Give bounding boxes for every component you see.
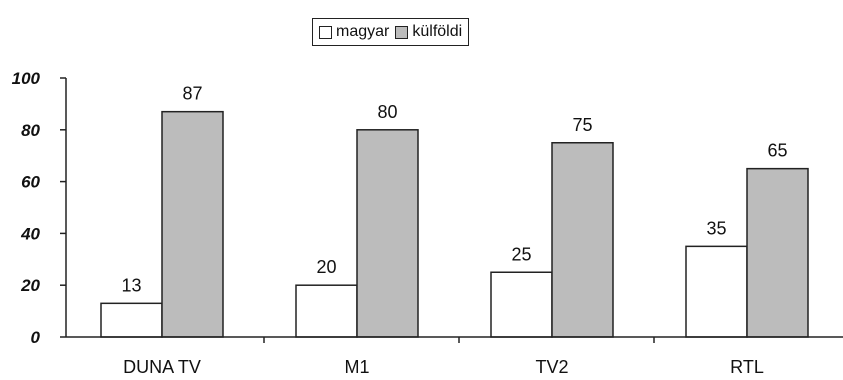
y-tick-label: 100 xyxy=(12,69,41,88)
y-axis: 0 20 40 60 80 100 xyxy=(12,69,67,347)
category-label: M1 xyxy=(344,357,369,377)
legend-swatch-magyar xyxy=(319,25,332,39)
y-tick-label: 0 xyxy=(31,328,41,347)
category-label: TV2 xyxy=(535,357,568,377)
data-label-magyar: 25 xyxy=(511,244,531,264)
bars: 13 87 20 80 25 75 35 65 xyxy=(100,84,809,338)
legend-label-kulfoldi: külföldi xyxy=(412,23,463,40)
data-label-kulfoldi: 80 xyxy=(377,102,397,122)
bar-magyar xyxy=(100,302,163,338)
data-label-magyar: 13 xyxy=(121,275,141,295)
bar-kulfoldi xyxy=(356,129,419,338)
y-tick-label: 60 xyxy=(21,173,40,192)
bar-magyar xyxy=(685,245,748,338)
data-label-kulfoldi: 87 xyxy=(182,84,202,104)
y-tick-label: 40 xyxy=(20,224,40,243)
y-tick-label: 80 xyxy=(21,121,40,140)
legend-swatch-kulfoldi xyxy=(395,25,409,39)
data-label-magyar: 20 xyxy=(316,257,336,277)
legend: magyar külföldi xyxy=(312,18,470,46)
legend-item-kulfoldi: külföldi xyxy=(395,23,462,41)
category-label: RTL xyxy=(730,357,764,377)
legend-item-magyar: magyar xyxy=(319,23,389,41)
x-axis: DUNA TV M1 TV2 RTL xyxy=(66,336,843,377)
bar-kulfoldi xyxy=(161,110,224,338)
bar-kulfoldi xyxy=(551,142,614,338)
data-label-kulfoldi: 65 xyxy=(767,141,787,161)
category-label: DUNA TV xyxy=(123,357,201,377)
legend-label-magyar: magyar xyxy=(336,23,390,40)
y-tick-label: 20 xyxy=(20,276,40,295)
data-label-magyar: 35 xyxy=(706,218,726,238)
bar-kulfoldi xyxy=(746,167,809,338)
bar-magyar xyxy=(490,271,553,338)
data-label-kulfoldi: 75 xyxy=(572,115,592,135)
bar-magyar xyxy=(295,284,358,338)
